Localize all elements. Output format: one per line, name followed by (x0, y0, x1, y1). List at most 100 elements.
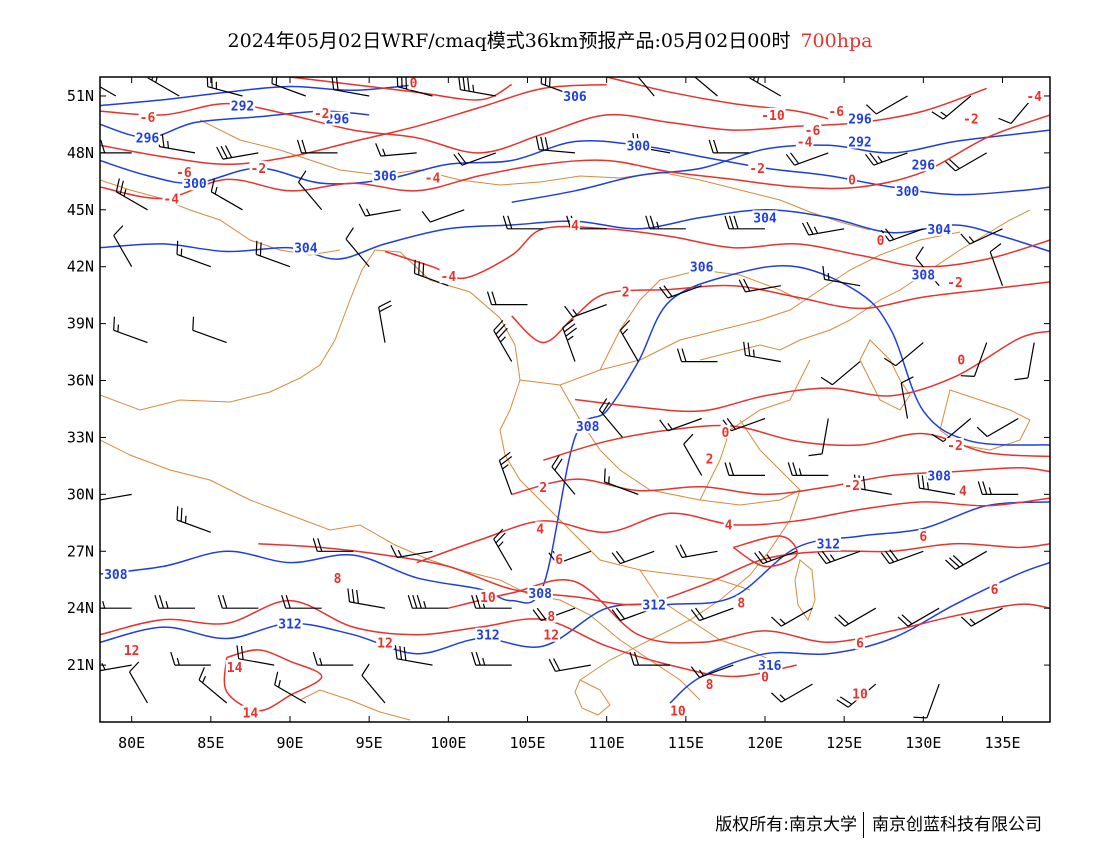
contour-label-bg (542, 627, 561, 642)
wind-barb (1014, 342, 1035, 381)
coastline (859, 339, 911, 411)
contour-label-bg (103, 567, 129, 582)
contour-label-bg (704, 451, 715, 466)
geopotential-contour-label: 312 (278, 617, 301, 632)
geopotential-isoline (511, 129, 1050, 203)
contour-label-bg (851, 686, 869, 701)
contour-label-bg (475, 627, 501, 642)
y-tick-label: 36N (67, 372, 94, 390)
coastline (794, 559, 816, 622)
contour-label-bg (688, 259, 715, 274)
contour-label-bg (376, 635, 394, 650)
temperature-contour-label: 8 (547, 610, 555, 625)
geopotential-isoline (100, 83, 417, 107)
wind-barb (128, 661, 149, 704)
wind-barb (548, 658, 591, 672)
wind-barb (113, 316, 148, 344)
contour-label-bg (372, 168, 398, 183)
wind-barb (900, 376, 914, 419)
contour-label-bg (815, 536, 842, 551)
temperature-contour-label: -2 (947, 276, 963, 291)
temperature-isotherm (100, 599, 797, 678)
contour-label-bg (946, 274, 964, 289)
contour-label-bg (795, 134, 814, 149)
wind-barb (629, 651, 670, 666)
map-title: 2024年05月02日WRF/cmaq模式36km预报产品:05月02日00时 7… (0, 26, 1100, 53)
contour-label-bg (956, 352, 967, 367)
contour-label-bg (641, 597, 667, 612)
wind-barb (676, 348, 718, 363)
temperature-contour-label: -2 (314, 107, 330, 122)
contour-label-bg (723, 517, 734, 532)
wind-barb (115, 178, 148, 211)
boundary-line (100, 439, 701, 701)
temperature-isotherm (511, 467, 1050, 496)
temperature-isotherm (543, 424, 1050, 461)
geopotential-contour-label: 308 (912, 268, 936, 283)
contour-label-bg (277, 616, 303, 631)
temperature-contour-label: 0 (761, 670, 769, 685)
contour-labels: 292 296 296 300 300 300 304 304 304 306 306 306 296 2… (103, 77, 1043, 722)
wind-barb (407, 595, 449, 609)
copyright-footer: 版权所有:南京大学 南京创蓝科技有限公司 (715, 810, 1042, 838)
contour-label-bg (625, 138, 652, 153)
wind-barb (113, 225, 133, 267)
boundary-line (639, 569, 771, 661)
y-tick-label: 21N (67, 656, 94, 674)
geopotential-contour-label: 304 (753, 211, 777, 226)
contour-label-bg (134, 130, 161, 145)
wind-barb (708, 139, 750, 154)
wind-barb (458, 77, 496, 97)
wind-barb (611, 550, 655, 565)
contour-label-bg (760, 669, 770, 684)
geopotential-contour-label: 308 (927, 469, 951, 484)
boundary-line (299, 689, 411, 721)
wind-barb (347, 588, 386, 609)
wind-barb (566, 215, 607, 230)
contour-label-bg (752, 210, 778, 225)
wind-barb (154, 595, 195, 609)
wind-barb (693, 77, 718, 97)
contour-label-bg (249, 161, 268, 176)
x-tick-label: 120E (747, 734, 783, 752)
boundary-layer (100, 119, 1031, 721)
wind-barb (913, 683, 940, 719)
contour-label-bg (962, 111, 980, 126)
geopotential-contour-label: 304 (294, 242, 318, 257)
contour-label-bg (748, 161, 766, 176)
y-tick-label: 39N (67, 315, 94, 333)
wind-barb (801, 221, 845, 236)
wind-barb (564, 304, 607, 318)
contour-label-bg (324, 111, 351, 126)
wind-barb (808, 418, 829, 457)
temperature-contour-label: 8 (737, 596, 745, 611)
temperature-contour-label: 8 (334, 572, 342, 587)
y-tick-label: 45N (67, 201, 94, 219)
wind-barb (147, 77, 180, 97)
contour-label-bg (423, 170, 442, 185)
geopotential-contour-label: 292 (231, 99, 254, 114)
wind-barb (493, 319, 513, 362)
wind-barb (659, 417, 702, 432)
contour-label-bg (122, 642, 141, 657)
wind-barb (883, 342, 924, 367)
geopotential-contour-label: 312 (817, 538, 840, 553)
wind-barb (396, 77, 433, 97)
contour-label-bg (574, 419, 601, 434)
copyright-company: 南京创蓝科技有限公司 (872, 815, 1042, 835)
wind-barb (785, 152, 829, 166)
contour-label-bg (946, 438, 964, 453)
temperature-contour-label: 4 (536, 523, 544, 538)
temperature-isotherm (223, 649, 323, 712)
y-tick-label: 48N (67, 144, 94, 162)
contour-label-bg (182, 176, 208, 191)
wind-barb (453, 152, 497, 166)
contour-label-bg (570, 217, 580, 232)
temperature-contour-label: 14 (243, 707, 259, 722)
wind-barb (637, 77, 655, 97)
wind-barb (817, 550, 861, 565)
coastline (574, 679, 611, 716)
contour-label-bg (989, 582, 1000, 597)
temperature-isotherm (511, 281, 1050, 344)
title-text: 2024年05月02日WRF/cmaq模式36km预报产品:05月02日00时 (227, 30, 791, 52)
